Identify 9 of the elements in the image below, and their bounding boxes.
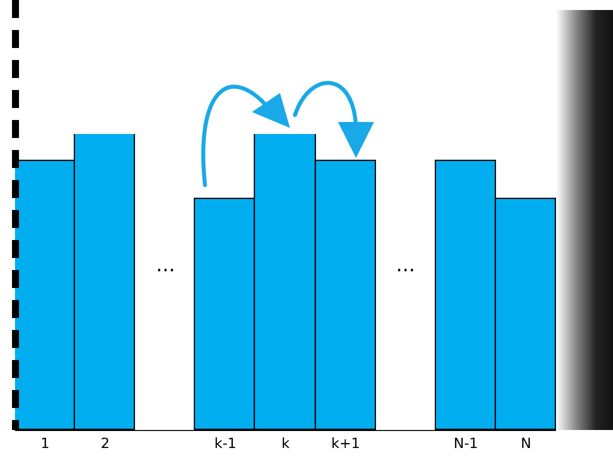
x-tick-label: N-1 [454,436,478,452]
annotation: ··· [156,258,176,282]
annotation: ··· [396,258,416,282]
x-tick-label: k+1 [331,436,360,452]
x-tick-label: k [281,436,290,452]
x-tick-label: 1 [40,436,50,452]
x-tick-label: N [520,436,532,452]
x-tick-label: 2 [100,436,110,452]
x-tick-label: k-1 [214,436,236,452]
